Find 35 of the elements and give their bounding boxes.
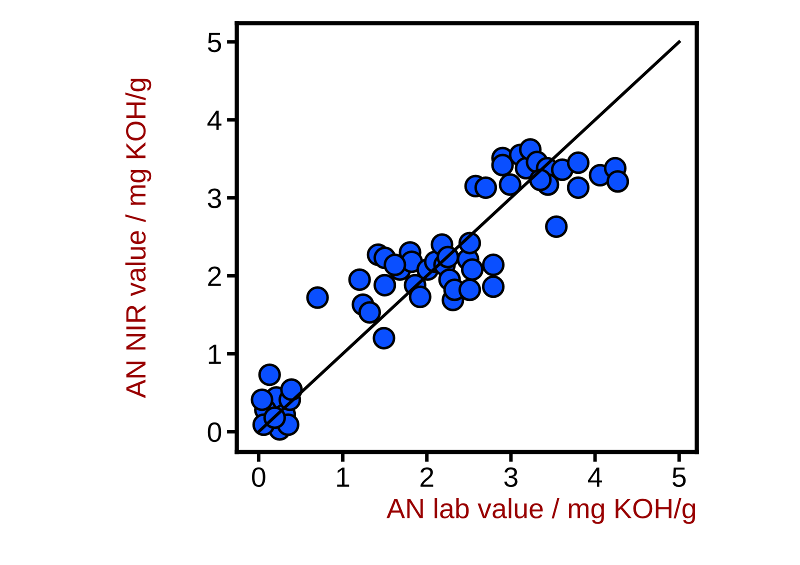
x-axis-title: AN lab value / mg KOH/g xyxy=(386,498,696,524)
point xyxy=(545,215,568,238)
point xyxy=(566,176,590,199)
point xyxy=(372,326,396,350)
point xyxy=(373,274,396,296)
point xyxy=(474,176,498,199)
x-tick-label: 5 xyxy=(672,468,686,487)
x-tick-label: 3 xyxy=(504,467,518,487)
point xyxy=(358,301,381,324)
y-tick-label: 1 xyxy=(208,344,221,364)
point xyxy=(566,151,590,174)
point xyxy=(348,268,371,291)
point xyxy=(498,173,522,196)
x-tick-label: 4 xyxy=(588,468,602,487)
point xyxy=(606,170,630,193)
point xyxy=(482,254,505,276)
point xyxy=(408,286,432,308)
point xyxy=(258,363,281,386)
point xyxy=(250,388,274,412)
point xyxy=(482,275,505,298)
y-tick-label: 5 xyxy=(208,32,222,52)
y-tick-label: 2 xyxy=(208,266,221,286)
point xyxy=(306,286,329,309)
point xyxy=(384,254,406,276)
x-tick-label: 0 xyxy=(252,467,266,487)
point xyxy=(458,278,482,302)
y-tick-label: 0 xyxy=(208,422,222,442)
y-tick-label: 4 xyxy=(207,110,222,130)
x-tick-label: 2 xyxy=(420,467,434,487)
point xyxy=(491,154,514,176)
y-tick-label: 3 xyxy=(208,188,221,208)
point xyxy=(280,378,303,401)
point xyxy=(460,258,484,281)
y-axis-title: AN NIR value / mg KOH/g xyxy=(125,78,152,398)
x-tick-label: 1 xyxy=(337,468,350,487)
